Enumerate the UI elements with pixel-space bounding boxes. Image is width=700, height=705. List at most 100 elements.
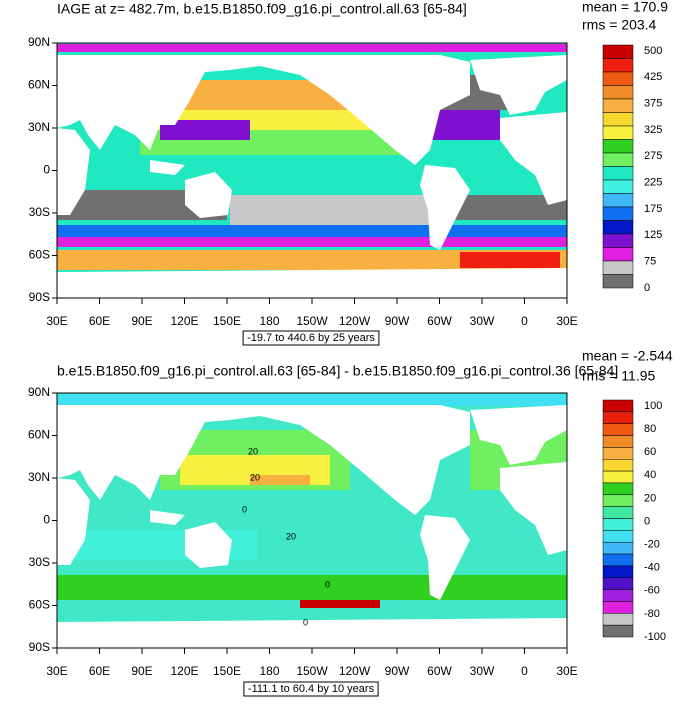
mean-label: mean = -2.544 (582, 348, 673, 364)
colorbar-label: -20 (644, 539, 660, 551)
colorbar-box (602, 613, 634, 626)
colorbar-box (602, 152, 634, 167)
lon-label: 30E (46, 664, 67, 678)
info-label: -19.7 to 440.6 by 25 years (247, 332, 375, 344)
contour-label: 20 (250, 472, 260, 482)
lat-label: 90N (28, 385, 50, 399)
contour-label: 0 (303, 617, 308, 627)
lon-label: 0 (521, 664, 528, 678)
colorbar-label: 0 (644, 282, 650, 294)
lon-label: 120W (339, 314, 371, 328)
colorbar-box (602, 85, 634, 100)
map-panel (56, 392, 568, 649)
lat-label: 0 (43, 513, 50, 527)
contour-label: 0 (242, 504, 247, 514)
lat-label: 90S (29, 640, 50, 654)
colorbar-box (602, 98, 634, 113)
lat-label: 30N (28, 470, 50, 484)
colorbar-label: 125 (644, 229, 662, 241)
colorbar-label: -80 (644, 608, 660, 620)
colorbar-label: 175 (644, 203, 662, 215)
rms-label: rms = 203.4 (582, 17, 657, 33)
map-panel (56, 42, 568, 299)
colorbar-box (602, 233, 634, 248)
lon-label: 60W (427, 314, 452, 328)
colorbar-label: 325 (644, 124, 662, 136)
colorbar-box (602, 459, 634, 472)
colorbar-label: 275 (644, 150, 662, 162)
colorbar-box (602, 423, 634, 436)
colorbar-box (602, 577, 634, 590)
colorbar-label: 80 (644, 423, 656, 435)
colorbar-box (602, 601, 634, 614)
lon-label: 180 (259, 314, 279, 328)
colorbar-box (602, 411, 634, 424)
lon-label: 90E (131, 314, 152, 328)
lon-label: 120E (170, 314, 198, 328)
contour-label: 20 (248, 446, 258, 456)
colorbar-box (602, 624, 634, 638)
colorbar-box (602, 589, 634, 602)
lat-label: 60S (29, 248, 50, 262)
lat-label: 30N (28, 120, 50, 134)
contour-label: 20 (286, 531, 296, 541)
colorbar-box (602, 494, 634, 507)
lat-label: 0 (43, 163, 50, 177)
colorbar-label: 375 (644, 98, 662, 110)
colorbar-label: 60 (644, 446, 656, 458)
colorbar-label: -60 (644, 585, 660, 597)
panel-title: IAGE at z= 482.7m, b.e15.B1850.f09_g16.p… (57, 1, 467, 17)
lon-label: 30E (46, 314, 67, 328)
lon-label: 150W (296, 664, 328, 678)
colorbar-box (602, 71, 634, 86)
colorbar-box (602, 565, 634, 579)
info-label: -111.1 to 60.4 by 10 years (248, 683, 375, 695)
colorbar-label: 40 (644, 469, 656, 481)
contour-label: 0 (325, 579, 330, 589)
lon-label: 120E (170, 664, 198, 678)
colorbar-box (602, 506, 634, 519)
colorbar-box (602, 44, 634, 59)
lat-label: 30S (29, 205, 50, 219)
lat-label: 30S (29, 555, 50, 569)
colorbar-label: 0 (644, 515, 650, 527)
colorbar-box (602, 193, 634, 208)
lon-label: 30W (470, 314, 495, 328)
lon-label: 90W (385, 314, 410, 328)
colorbar-box (602, 470, 634, 484)
colorbar-label: -40 (644, 562, 660, 574)
lon-label: 90W (385, 664, 410, 678)
colorbar-label: 225 (644, 177, 662, 189)
colorbar-label: 100 (644, 400, 662, 412)
lon-label: 60E (89, 664, 110, 678)
colorbar-box (602, 112, 634, 127)
mean-label: mean = 170.9 (582, 0, 668, 15)
lat-label: 60S (29, 598, 50, 612)
lon-label: 150W (296, 314, 328, 328)
lon-label: 120W (339, 664, 371, 678)
colorbar-box (602, 447, 634, 460)
colorbar-box (602, 435, 634, 448)
colorbar-box (602, 274, 634, 289)
colorbar-box (602, 125, 634, 140)
colorbar-label: 75 (644, 256, 656, 268)
colorbar-label: 20 (644, 492, 656, 504)
colorbar-label: -100 (644, 631, 666, 643)
lon-label: 60E (89, 314, 110, 328)
colorbar-box (602, 58, 634, 73)
lon-label: 60W (427, 664, 452, 678)
lon-label: 150E (213, 314, 241, 328)
colorbar-box (602, 179, 634, 194)
lat-label: 90N (28, 35, 50, 49)
info-box (242, 330, 380, 346)
rms-label: rms = 11.95 (582, 368, 655, 384)
panel-title: b.e15.B1850.f09_g16.pi_control.all.63 [6… (57, 363, 618, 379)
colorbar-box (602, 166, 634, 181)
colorbar-box (602, 482, 634, 496)
lon-label: 30E (556, 664, 577, 678)
colorbar-box (602, 518, 634, 531)
lon-label: 90E (131, 664, 152, 678)
colorbar-box (602, 139, 634, 154)
lon-label: 0 (521, 314, 528, 328)
